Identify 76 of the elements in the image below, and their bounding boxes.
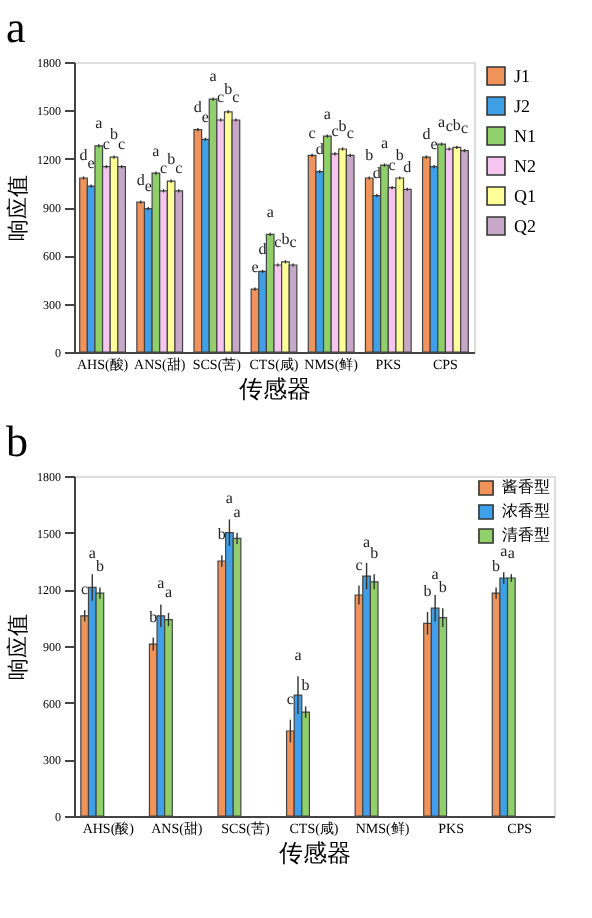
data-label: c bbox=[286, 689, 295, 708]
data-label: b bbox=[281, 230, 290, 249]
data-label: b bbox=[110, 125, 118, 144]
data-label: c bbox=[159, 159, 168, 178]
legend-label: N1 bbox=[514, 126, 536, 146]
data-label: b bbox=[301, 676, 310, 695]
legend-label: 浓香型 bbox=[502, 502, 550, 520]
data-label: d bbox=[136, 170, 145, 189]
data-label: c bbox=[232, 88, 241, 107]
data-label: a bbox=[266, 202, 275, 221]
data-label: b bbox=[365, 146, 374, 165]
data-label: a bbox=[233, 502, 242, 521]
data-label: d bbox=[422, 125, 431, 144]
data-label: a bbox=[500, 542, 509, 561]
data-label: e bbox=[251, 257, 260, 276]
data-label: a bbox=[157, 574, 166, 593]
data-label: c bbox=[175, 159, 184, 178]
data-label: c bbox=[460, 119, 469, 137]
data-label: d bbox=[258, 239, 267, 258]
data-label: b bbox=[423, 582, 432, 600]
data-label: a bbox=[438, 112, 447, 131]
data-label: c bbox=[331, 122, 340, 141]
data-label: b bbox=[149, 607, 158, 626]
data-label: a bbox=[294, 646, 303, 665]
data-label: b bbox=[492, 557, 501, 576]
data-label: b bbox=[217, 525, 226, 544]
data-label: c bbox=[355, 555, 364, 574]
data-label: a bbox=[164, 582, 173, 601]
data-label: a bbox=[209, 67, 218, 86]
data-label: c bbox=[102, 135, 111, 154]
data-label: d bbox=[193, 98, 202, 117]
data-label: b bbox=[224, 80, 233, 99]
data-label: b bbox=[452, 115, 461, 134]
data-label: c bbox=[308, 123, 317, 142]
data-label: c bbox=[346, 123, 355, 142]
data-label: d bbox=[403, 157, 412, 176]
data-label: a bbox=[95, 114, 104, 133]
x-axis-title: 传感器 bbox=[239, 375, 311, 403]
legend-label: J1 bbox=[514, 66, 531, 86]
data-label: c bbox=[81, 580, 90, 599]
data-label: c bbox=[289, 233, 298, 252]
data-label: a bbox=[380, 133, 389, 152]
chart-title: a bbox=[6, 2, 26, 52]
data-label: b bbox=[338, 117, 347, 136]
data-label: e bbox=[87, 154, 96, 173]
data-label: b bbox=[370, 544, 379, 563]
x-axis-title: 传感器 bbox=[279, 839, 351, 867]
legend-label: 酱香型 bbox=[502, 478, 550, 496]
data-label: a bbox=[507, 544, 516, 563]
legend-label: Q1 bbox=[514, 186, 536, 206]
data-label: c bbox=[388, 156, 397, 175]
y-axis-title: 响应值 bbox=[5, 175, 31, 241]
data-label: c bbox=[118, 135, 127, 154]
legend-label: Q2 bbox=[514, 216, 536, 236]
data-label: c bbox=[274, 233, 283, 252]
legend-label: J2 bbox=[514, 96, 531, 116]
data-label: a bbox=[225, 489, 234, 508]
data-label: a bbox=[88, 544, 97, 563]
data-label: b bbox=[438, 578, 447, 597]
data-label: a bbox=[152, 141, 161, 160]
data-label: e bbox=[430, 135, 439, 154]
data-label: e bbox=[201, 107, 210, 126]
data-label: a bbox=[323, 104, 332, 123]
chart-title: b bbox=[6, 416, 28, 466]
data-label: c bbox=[445, 117, 454, 136]
legend-label: 清香型 bbox=[502, 526, 550, 544]
data-label: b bbox=[395, 146, 404, 165]
y-axis-title: 响应值 bbox=[5, 614, 31, 680]
data-label: b bbox=[167, 149, 176, 168]
data-label: e bbox=[144, 177, 153, 195]
data-label: c bbox=[217, 88, 226, 107]
data-label: b bbox=[95, 557, 104, 576]
data-label: d bbox=[79, 146, 88, 165]
data-label: a bbox=[431, 565, 440, 583]
legend-label: N2 bbox=[514, 156, 536, 176]
data-label: a bbox=[363, 532, 372, 551]
